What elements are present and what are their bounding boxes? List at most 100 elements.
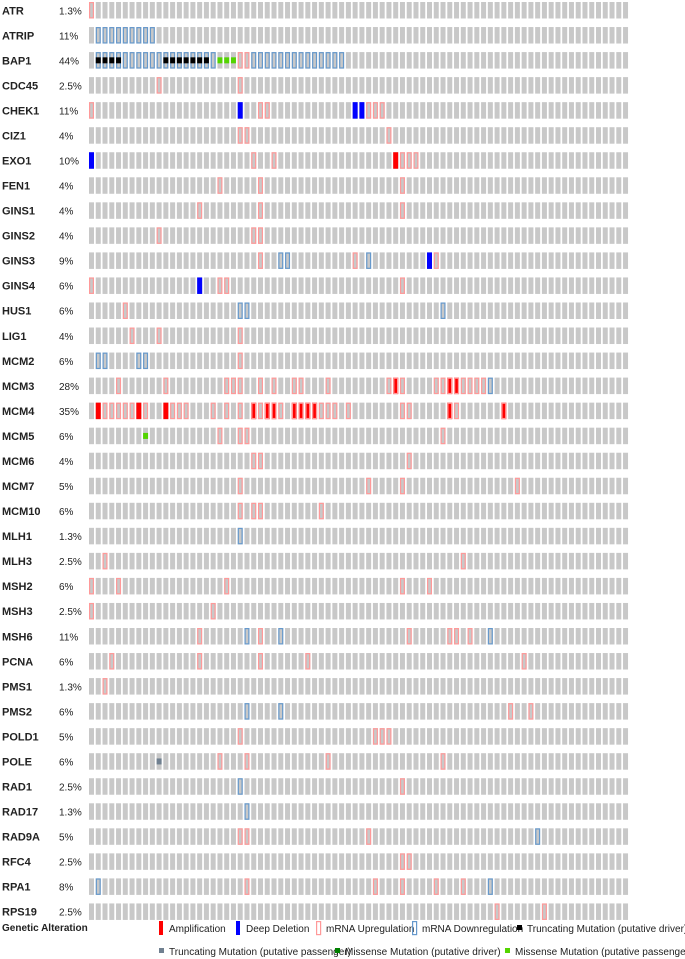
cell-background [440, 377, 446, 395]
sample-cell [460, 202, 466, 219]
sample-cell [143, 602, 149, 620]
sample-cell [541, 177, 547, 194]
sample-cell [508, 377, 514, 395]
cell-background [589, 127, 595, 144]
cell-background [427, 52, 432, 69]
sample-cell [190, 577, 196, 595]
sample-cell [433, 678, 439, 695]
sample-cell [89, 252, 94, 269]
sample-cell [406, 52, 412, 69]
sample-cell [521, 678, 527, 695]
altered-cell [386, 377, 392, 395]
cell-background [203, 227, 209, 244]
sample-cell [494, 127, 500, 144]
sample-cell [427, 653, 432, 670]
cell-background [406, 202, 412, 219]
sample-cell [460, 452, 466, 470]
cell-background [562, 252, 568, 269]
cell-background [474, 427, 480, 445]
cell-background [548, 602, 554, 620]
cell-background [514, 477, 520, 495]
cell-background [102, 2, 108, 19]
cell-background [203, 653, 209, 670]
sample-cell [602, 327, 608, 345]
truncating-driver-mark [116, 57, 122, 64]
cell-background [116, 102, 122, 119]
mrna-upregulation-mark [109, 402, 115, 420]
gene-label-msh6: MSH6 [2, 631, 33, 643]
cell-background [508, 527, 514, 545]
sample-cell [508, 678, 514, 695]
cell-background [386, 502, 392, 520]
sample-cell [210, 377, 216, 395]
sample-cell [318, 377, 324, 395]
sample-cell [433, 502, 439, 520]
cell-background [589, 77, 595, 94]
sample-cell [95, 602, 101, 620]
cell-background [143, 277, 149, 294]
cell-background [122, 302, 128, 319]
cell-background [291, 277, 297, 294]
mrna-upregulation-mark [258, 653, 264, 670]
cell-background [318, 152, 324, 169]
sample-cell [521, 377, 527, 395]
sample-cell [541, 27, 547, 44]
cell-background [271, 477, 277, 495]
cell-background [420, 402, 426, 420]
sample-cell [298, 703, 304, 720]
cell-background [494, 102, 500, 119]
cell-background [474, 477, 480, 495]
sample-cell [325, 678, 331, 695]
cell-background [609, 102, 615, 119]
sample-cell [312, 653, 318, 670]
cell-background [143, 703, 149, 720]
cell-background [122, 327, 128, 345]
cell-background [379, 678, 385, 695]
sample-cell [264, 177, 270, 194]
cell-background [582, 327, 588, 345]
cell-background [116, 277, 122, 294]
sample-cell [217, 327, 223, 345]
cell-background [481, 427, 487, 445]
cell-background [345, 252, 351, 269]
cell-background [372, 502, 378, 520]
cell-background [271, 678, 277, 695]
sample-cell [589, 502, 595, 520]
sample-cell [582, 52, 588, 69]
sample-cell [278, 377, 284, 395]
sample-cell [575, 227, 581, 244]
sample-cell [122, 277, 128, 294]
sample-cell [548, 302, 554, 319]
cell-background [528, 602, 534, 620]
cell-background [136, 302, 142, 319]
cell-background [217, 703, 223, 720]
cell-background [291, 27, 297, 44]
cell-background [251, 678, 257, 695]
cell-background [514, 427, 520, 445]
sample-cell [156, 527, 162, 545]
sample-cell [393, 653, 399, 670]
sample-cell [501, 502, 507, 520]
sample-cell [406, 202, 412, 219]
cell-background [623, 302, 629, 319]
sample-cell [149, 678, 155, 695]
sample-cell [589, 152, 595, 169]
cell-background [237, 703, 243, 720]
cell-background [116, 678, 122, 695]
sample-cell [568, 577, 574, 595]
sample-cell [305, 352, 311, 370]
sample-cell [291, 2, 297, 19]
cell-background [95, 27, 101, 44]
cell-background [251, 27, 257, 44]
sample-cell [541, 552, 547, 570]
cell-background [372, 102, 378, 119]
sample-cell [433, 477, 439, 495]
sample-cell [170, 628, 176, 645]
sample-cell [197, 27, 203, 44]
alteration-pct-mlh1: 1.3% [59, 532, 82, 543]
sample-cell [623, 227, 629, 244]
cell-background [596, 352, 601, 370]
cell-background [285, 678, 291, 695]
cell-background [589, 527, 595, 545]
cell-background [548, 152, 554, 169]
